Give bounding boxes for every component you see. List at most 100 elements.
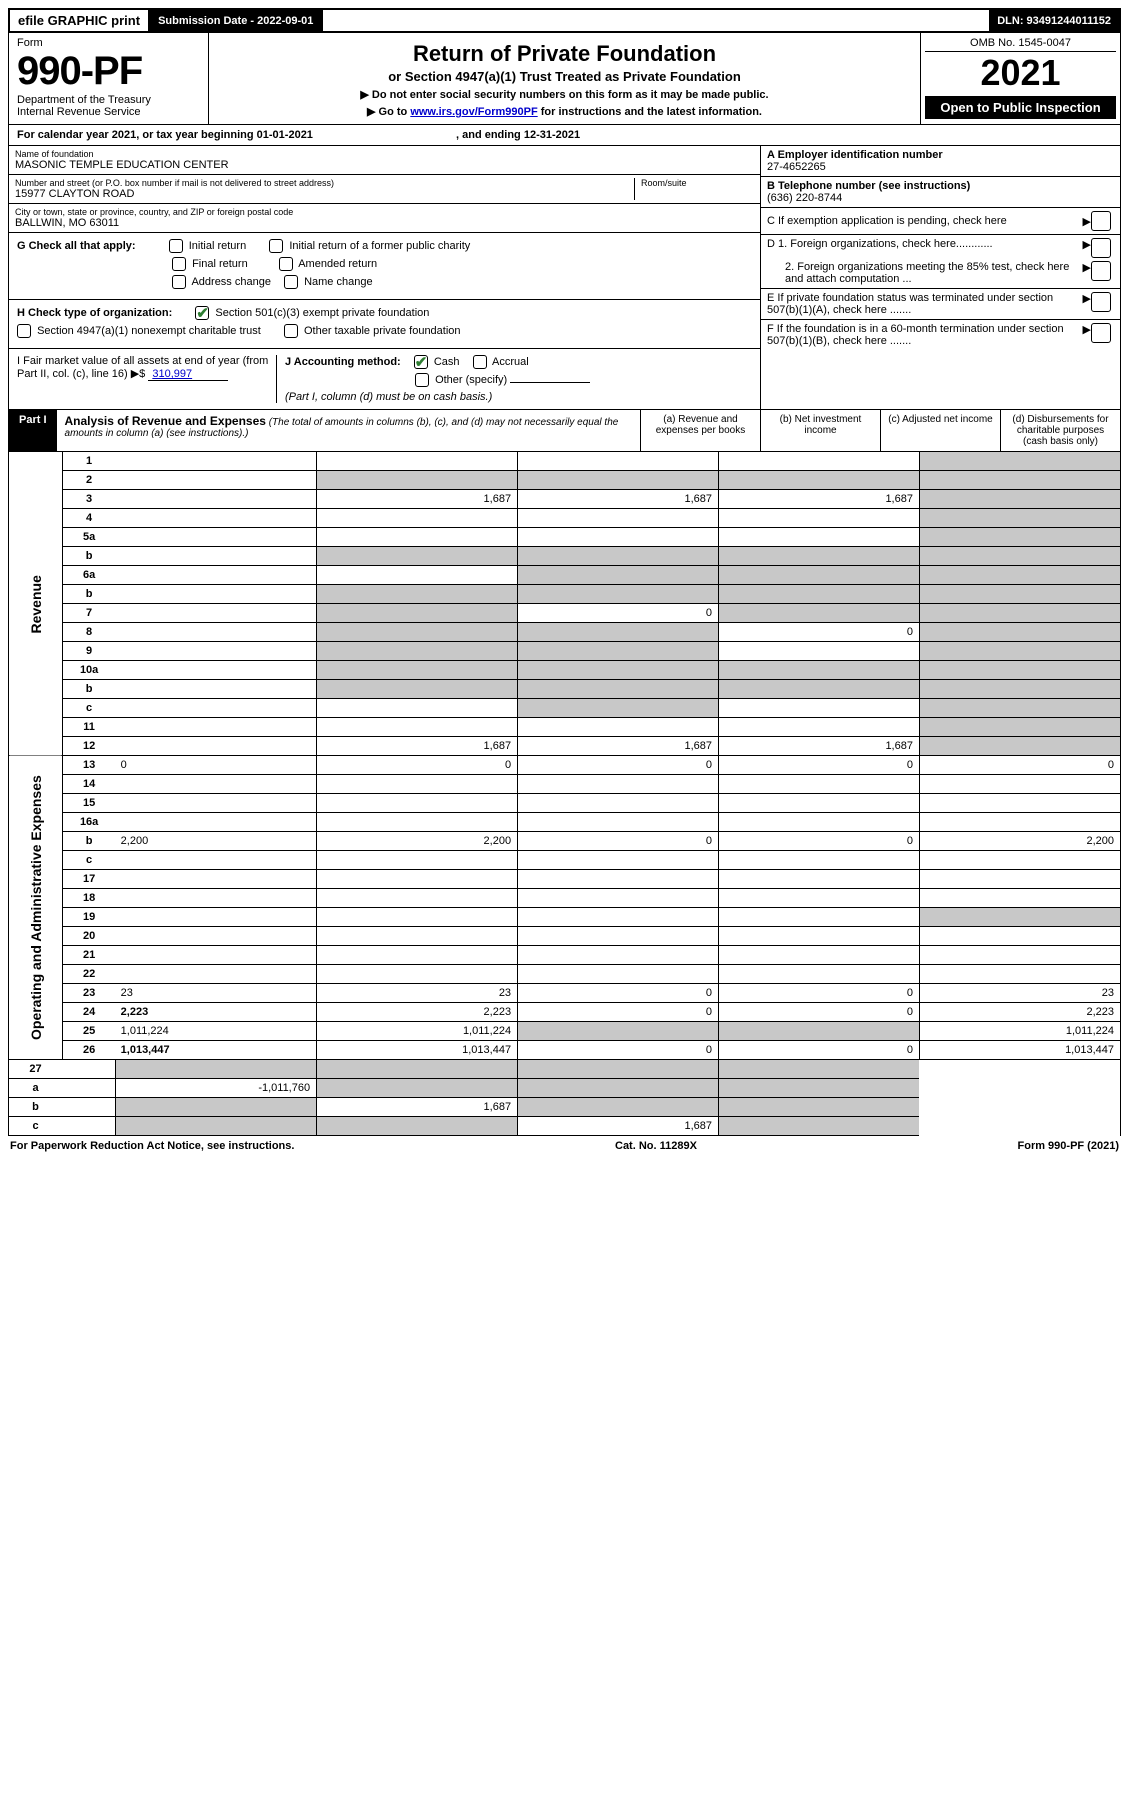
60month-checkbox[interactable] [1091, 323, 1111, 343]
501c3-checkbox[interactable] [195, 306, 209, 320]
cash-checkbox[interactable] [414, 355, 428, 369]
other-method-checkbox[interactable] [415, 373, 429, 387]
irs-label: Internal Revenue Service [17, 106, 200, 118]
row-number: 4 [62, 509, 116, 528]
table-cell [518, 775, 719, 794]
row-desc [116, 965, 317, 984]
table-cell [719, 889, 920, 908]
row-number: 9 [62, 642, 116, 661]
city-label: City or town, state or province, country… [15, 207, 754, 217]
table-cell [719, 642, 920, 661]
4947a1-checkbox[interactable] [17, 324, 31, 338]
table-cell [518, 718, 719, 737]
row-desc [116, 471, 317, 490]
col-d-header: (d) Disbursements for charitable purpose… [1000, 410, 1120, 451]
table-cell [518, 889, 719, 908]
amended-return-checkbox[interactable] [279, 257, 293, 271]
table-cell: 0 [518, 984, 719, 1003]
table-cell [518, 509, 719, 528]
table-cell [317, 680, 518, 699]
table-cell: 1,687 [719, 737, 920, 756]
table-cell [518, 908, 719, 927]
goto-note: ▶ Go to www.irs.gov/Form990PF for instru… [219, 105, 910, 118]
table-cell: 1,013,447 [919, 1041, 1120, 1060]
table-cell: 1,011,224 [919, 1022, 1120, 1041]
table-cell: 0 [719, 984, 920, 1003]
col-c-header: (c) Adjusted net income [880, 410, 1000, 451]
initial-public-charity-checkbox[interactable] [269, 239, 283, 253]
table-cell: 1,687 [317, 1098, 518, 1117]
table-cell: 0 [919, 756, 1120, 775]
table-cell [719, 965, 920, 984]
row-number: c [62, 851, 116, 870]
table-cell [919, 908, 1120, 927]
efile-print-button[interactable]: efile GRAPHIC print [10, 10, 150, 31]
row-desc: 0 [116, 756, 317, 775]
table-cell [317, 528, 518, 547]
table-cell [919, 490, 1120, 509]
table-cell: 23 [919, 984, 1120, 1003]
final-return-checkbox[interactable] [172, 257, 186, 271]
table-cell: -1,011,760 [116, 1079, 317, 1098]
initial-return-checkbox[interactable] [169, 239, 183, 253]
row-desc [116, 604, 317, 623]
row-number: 15 [62, 794, 116, 813]
table-cell [518, 623, 719, 642]
table-cell [317, 623, 518, 642]
fmv-label: I Fair market value of all assets at end… [17, 355, 268, 380]
table-cell [919, 642, 1120, 661]
row-desc [116, 813, 317, 832]
table-cell [518, 1098, 719, 1117]
row-number: 19 [62, 908, 116, 927]
table-cell [518, 927, 719, 946]
address-change-checkbox[interactable] [172, 275, 186, 289]
table-cell [317, 965, 518, 984]
table-cell [518, 585, 719, 604]
other-taxable-checkbox[interactable] [284, 324, 298, 338]
row-desc: 2,223 [116, 1003, 317, 1022]
table-cell [518, 661, 719, 680]
table-cell [919, 452, 1120, 471]
cash-basis-note: (Part I, column (d) must be on cash basi… [285, 391, 752, 403]
table-cell [919, 509, 1120, 528]
foreign-org-checkbox[interactable] [1091, 238, 1111, 258]
table-cell [719, 566, 920, 585]
tax-year: 2021 [925, 52, 1116, 94]
table-cell [719, 1079, 920, 1098]
form-ref: Form 990-PF (2021) [1018, 1140, 1119, 1152]
paperwork-notice: For Paperwork Reduction Act Notice, see … [10, 1140, 294, 1152]
table-cell: 0 [518, 1003, 719, 1022]
exemption-pending-checkbox[interactable] [1091, 211, 1111, 231]
form-header: Form 990-PF Department of the Treasury I… [8, 33, 1121, 125]
table-cell: 0 [719, 623, 920, 642]
table-cell: 0 [518, 832, 719, 851]
85pct-test-checkbox[interactable] [1091, 261, 1111, 281]
table-cell [317, 794, 518, 813]
table-cell [719, 547, 920, 566]
table-cell: 2,200 [317, 832, 518, 851]
row-desc [62, 1117, 116, 1136]
table-cell [317, 471, 518, 490]
table-cell [317, 566, 518, 585]
row-desc [116, 585, 317, 604]
name-change-checkbox[interactable] [284, 275, 298, 289]
row-desc: 1,011,224 [116, 1022, 317, 1041]
status-terminated-checkbox[interactable] [1091, 292, 1111, 312]
table-cell: 0 [719, 832, 920, 851]
accrual-checkbox[interactable] [473, 355, 487, 369]
irs-link[interactable]: www.irs.gov/Form990PF [410, 106, 537, 118]
table-cell [719, 1098, 920, 1117]
table-cell: 0 [719, 756, 920, 775]
table-cell [719, 1022, 920, 1041]
table-cell [719, 851, 920, 870]
table-cell [317, 604, 518, 623]
table-cell [919, 889, 1120, 908]
table-cell [719, 680, 920, 699]
table-cell: 0 [518, 1041, 719, 1060]
table-cell [317, 889, 518, 908]
table-cell [719, 471, 920, 490]
table-cell [518, 1060, 719, 1079]
table-cell [719, 509, 920, 528]
table-cell [518, 566, 719, 585]
table-cell [518, 946, 719, 965]
